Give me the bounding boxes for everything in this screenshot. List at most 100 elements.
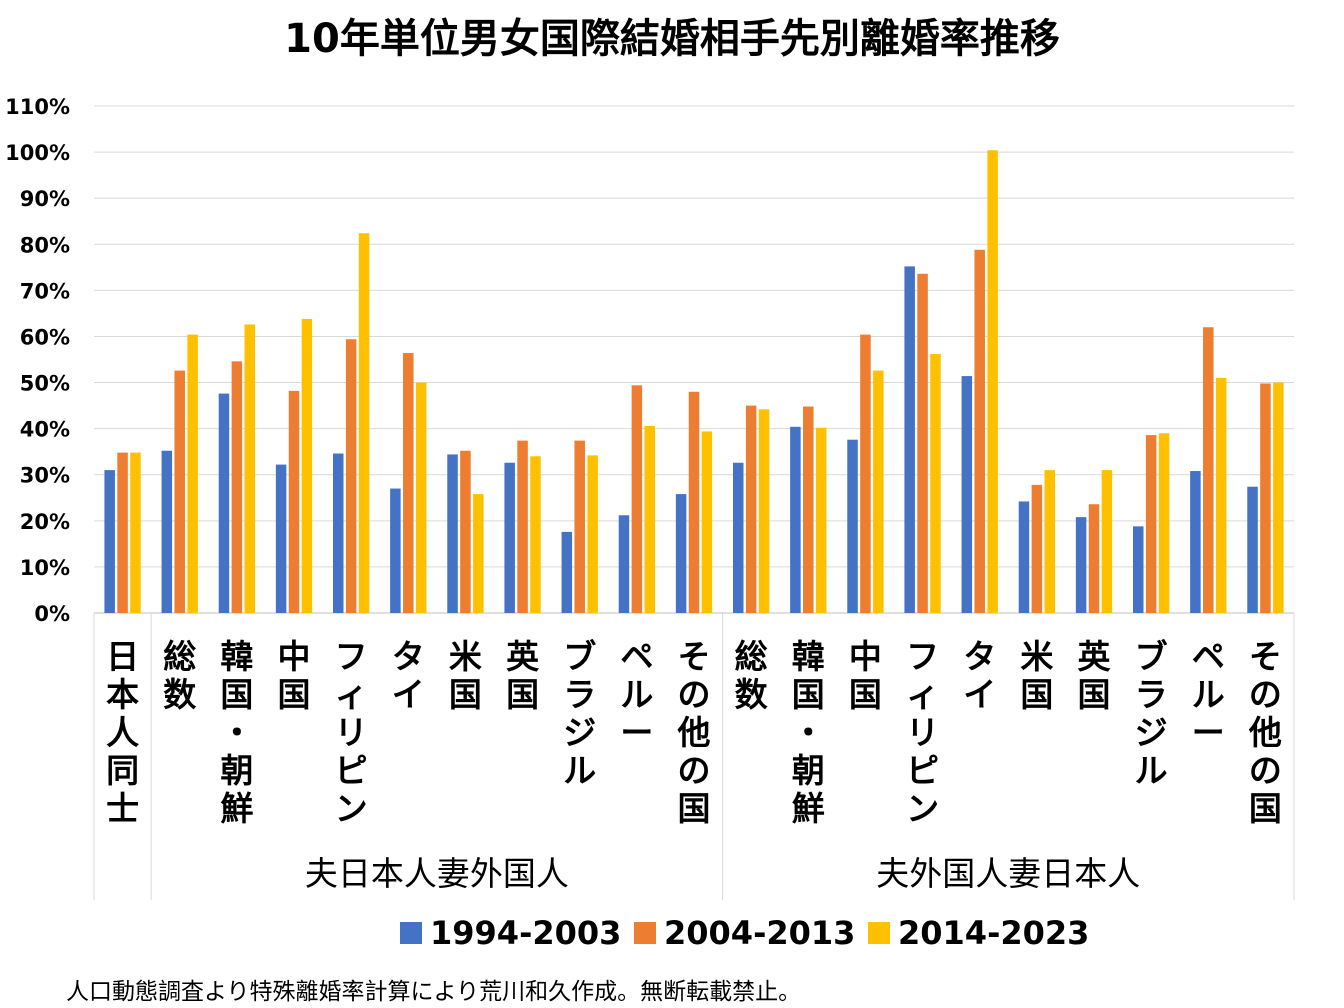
source-note: 人口動態調査より特殊離婚率計算により荒川和久作成。無断転載禁止。 <box>66 979 801 1005</box>
category-label: ペルー <box>620 637 653 752</box>
bar <box>1075 517 1087 613</box>
category-label: 中国 <box>849 637 882 714</box>
bar <box>688 391 700 613</box>
legend-swatch <box>400 922 422 944</box>
bar <box>587 455 598 613</box>
bar <box>288 390 300 613</box>
group-label: 夫日本人妻外国人 <box>305 854 569 893</box>
bar <box>1158 433 1170 613</box>
bar <box>244 324 256 613</box>
bar <box>1260 383 1271 613</box>
bar <box>1018 501 1030 613</box>
bar <box>701 431 713 613</box>
legend: 1994-2003 2004-2013 2014-2023 <box>400 914 1089 952</box>
bar <box>415 382 427 613</box>
y-tick-label: 0% <box>34 602 70 626</box>
bar <box>930 353 941 613</box>
bar <box>460 450 471 613</box>
bar <box>904 266 915 613</box>
legend-label: 2004-2013 <box>664 914 855 952</box>
bar <box>447 454 458 613</box>
category-label: タイ <box>392 637 425 714</box>
bar <box>1273 382 1284 613</box>
bar <box>745 405 757 613</box>
bar <box>644 425 656 613</box>
category-label: 総数 <box>735 637 769 714</box>
bars <box>104 150 1284 614</box>
y-tick-label: 90% <box>20 187 70 211</box>
bar <box>174 370 185 613</box>
category-label: その他の国 <box>1248 637 1282 828</box>
bar <box>187 334 198 613</box>
bar <box>803 406 814 613</box>
category-labels: 日本人同士総数韓国・朝鮮中国フィリピンタイ米国英国ブラジルペルーその他の国総数韓… <box>93 613 1295 900</box>
legend-swatch <box>634 922 656 944</box>
y-tick-label: 20% <box>20 510 70 534</box>
y-tick-label: 100% <box>5 141 70 165</box>
y-tick-label: 80% <box>20 233 70 257</box>
bar <box>275 464 287 613</box>
bar <box>987 150 998 614</box>
bar <box>961 376 973 613</box>
bar <box>473 494 484 613</box>
bar <box>403 353 414 613</box>
bar <box>1203 327 1214 613</box>
bar <box>675 494 687 613</box>
y-axis-ticks: 0% 10% 20% 30% 40% 50% 60% 70% 80% 90% 100% 110% <box>5 95 70 626</box>
bar <box>618 515 630 613</box>
bar <box>732 462 744 613</box>
category-label: 英国 <box>1078 637 1112 714</box>
category-label: 英国 <box>506 637 540 714</box>
bar <box>1132 526 1144 613</box>
bar <box>231 361 243 613</box>
y-tick-label: 30% <box>20 464 70 488</box>
bar <box>1247 486 1258 613</box>
bar <box>847 439 858 613</box>
bar <box>1044 470 1056 613</box>
bar <box>873 370 884 613</box>
category-label: ブラジル <box>1135 637 1168 790</box>
bar <box>1101 470 1113 613</box>
chart-title: 10年単位男女国際結婚相手先別離婚率推移 <box>284 16 1060 62</box>
bar <box>815 427 827 613</box>
category-label: 韓国・朝鮮 <box>220 637 253 828</box>
category-label: 米国 <box>449 637 482 714</box>
bar <box>1190 471 1201 613</box>
bar <box>790 426 801 613</box>
category-label: フィリピン <box>335 637 368 828</box>
bar <box>332 453 344 613</box>
bar <box>758 409 770 613</box>
bar <box>345 339 357 613</box>
bar <box>1215 377 1227 613</box>
bar <box>860 334 871 613</box>
bar <box>1145 435 1157 613</box>
y-tick-label: 70% <box>20 279 70 303</box>
category-label: 日本人同士 <box>106 637 139 828</box>
bar <box>218 393 230 613</box>
category-label: フィリピン <box>906 637 939 828</box>
category-label: ブラジル <box>563 637 596 790</box>
bar <box>530 456 541 613</box>
bar <box>104 470 115 613</box>
bar <box>631 385 643 613</box>
y-tick-label: 40% <box>20 418 70 442</box>
bar <box>561 531 573 613</box>
y-tick-label: 110% <box>5 95 70 119</box>
bar <box>130 452 141 613</box>
group-labels: 夫日本人妻外国人 夫外国人妻日本人 <box>305 854 1140 893</box>
bar <box>1088 504 1100 613</box>
category-label: 中国 <box>278 637 311 714</box>
category-label: ペルー <box>1192 637 1225 752</box>
bar <box>517 440 528 613</box>
bar <box>504 462 515 613</box>
category-label: 韓国・朝鮮 <box>792 637 825 828</box>
legend-label: 1994-2003 <box>430 914 621 952</box>
category-label: タイ <box>963 637 996 714</box>
y-tick-label: 60% <box>20 325 70 349</box>
bar <box>117 452 128 613</box>
category-label: 総数 <box>163 637 197 714</box>
group-label: 夫外国人妻日本人 <box>876 854 1140 893</box>
y-tick-label: 10% <box>20 556 70 580</box>
bar <box>1031 484 1043 613</box>
